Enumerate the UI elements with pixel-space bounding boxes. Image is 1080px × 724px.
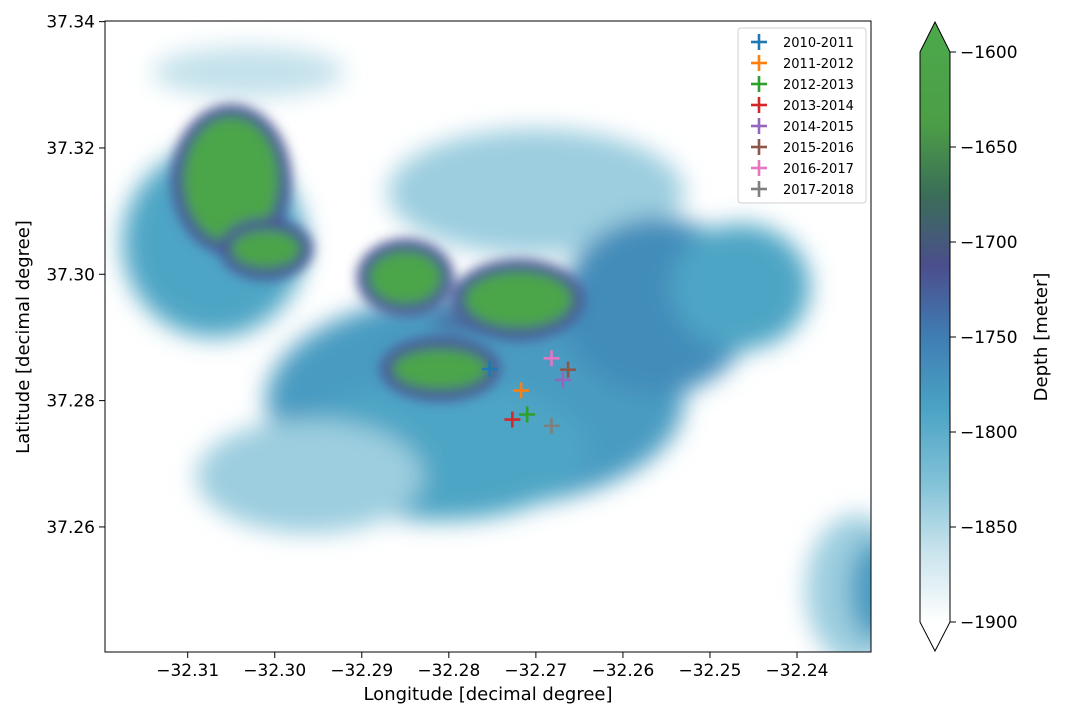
colorbar-extend-top	[920, 22, 950, 52]
plot-frame	[104, 20, 872, 653]
x-tick-label: −32.29	[330, 661, 393, 681]
colorbar-extend-bottom	[920, 622, 950, 651]
depth-field-shallow	[171, 104, 585, 402]
x-tick-label: −32.30	[243, 661, 306, 681]
legend-label: 2014-2015	[783, 120, 854, 135]
legend-label: 2011-2012	[783, 57, 854, 72]
marker-layer	[481, 350, 577, 434]
marker-2010-2011	[481, 361, 498, 378]
legend: 2010-2011 2011-2012 2012-2013 2013-2014 2014…	[737, 27, 867, 204]
y-axis: 37.26 37.28 37.30 37.32 37.34	[46, 13, 105, 538]
legend-label: 2017-2018	[783, 183, 854, 198]
colorbar-tick-label: −1600	[960, 43, 1018, 63]
depth-field-deep	[122, 46, 871, 652]
legend-item: 2012-2013	[751, 76, 854, 93]
legend-label: 2010-2011	[783, 36, 854, 51]
colorbar-tick-label: −1700	[960, 233, 1018, 253]
y-tick-label: 37.26	[46, 518, 95, 538]
x-axis: −32.31 −32.30 −32.29 −32.28 −32.27 −32.26 −32.…	[156, 652, 828, 681]
depth-patch	[392, 348, 488, 390]
depth-patch	[368, 250, 442, 304]
marker-2014-2015	[554, 371, 571, 388]
y-axis-label: Latitude [decimal degree]	[13, 220, 34, 454]
depth-heatmap	[122, 46, 871, 652]
marker-2013-2014	[504, 411, 521, 428]
x-axis-label: Longitude [decimal degree]	[363, 684, 612, 705]
x-tick-label: −32.25	[679, 661, 742, 681]
marker-2011-2012	[513, 382, 530, 399]
y-tick-label: 37.30	[46, 265, 95, 285]
marker-2016-2017	[543, 350, 560, 367]
depth-patch	[464, 271, 573, 328]
x-tick-label: −32.27	[504, 661, 567, 681]
marker-2017-2018	[543, 417, 560, 434]
depth-patch	[183, 116, 280, 243]
x-tick-label: −32.24	[766, 661, 829, 681]
depth-patch	[196, 419, 423, 534]
depth-patch	[152, 46, 345, 98]
legend-label: 2012-2013	[783, 78, 854, 93]
colorbar-tick-label: −1750	[960, 328, 1018, 348]
colorbar-label: Depth [meter]	[1031, 273, 1052, 402]
legend-label: 2015-2016	[783, 141, 854, 156]
depth-patch	[387, 129, 684, 256]
colorbar-gradient	[920, 52, 950, 622]
depth-patch	[231, 230, 301, 268]
legend-item: 2015-2016	[751, 139, 854, 156]
legend-item: 2013-2014	[751, 97, 854, 114]
x-tick-label: −32.26	[591, 661, 654, 681]
y-tick-label: 37.28	[46, 392, 95, 412]
colorbar: −1600 −1650 −1700 −1750 −1800 −1850 −1900	[919, 20, 1018, 653]
marker-2015-2016	[560, 361, 577, 378]
y-tick-label: 37.32	[46, 139, 95, 159]
colorbar-tick-label: −1900	[960, 613, 1018, 633]
legend-item: 2010-2011	[751, 34, 854, 51]
depth-patch	[670, 223, 811, 351]
legend-item: 2011-2012	[751, 55, 854, 72]
marker-2012-2013	[519, 406, 536, 423]
x-tick-label: −32.28	[417, 661, 480, 681]
legend-label: 2013-2014	[783, 99, 854, 114]
legend-label: 2016-2017	[783, 162, 854, 177]
y-tick-label: 37.34	[46, 13, 95, 33]
legend-item: 2014-2015	[751, 118, 854, 135]
legend-item: 2017-2018	[751, 181, 854, 198]
depth-patch	[849, 540, 871, 640]
colorbar-tick-label: −1650	[960, 138, 1018, 158]
x-tick-label: −32.31	[156, 661, 219, 681]
legend-item: 2016-2017	[751, 160, 854, 177]
colorbar-tick-label: −1800	[960, 423, 1018, 443]
legend-box	[737, 27, 867, 204]
colorbar-tick-label: −1850	[960, 518, 1018, 538]
